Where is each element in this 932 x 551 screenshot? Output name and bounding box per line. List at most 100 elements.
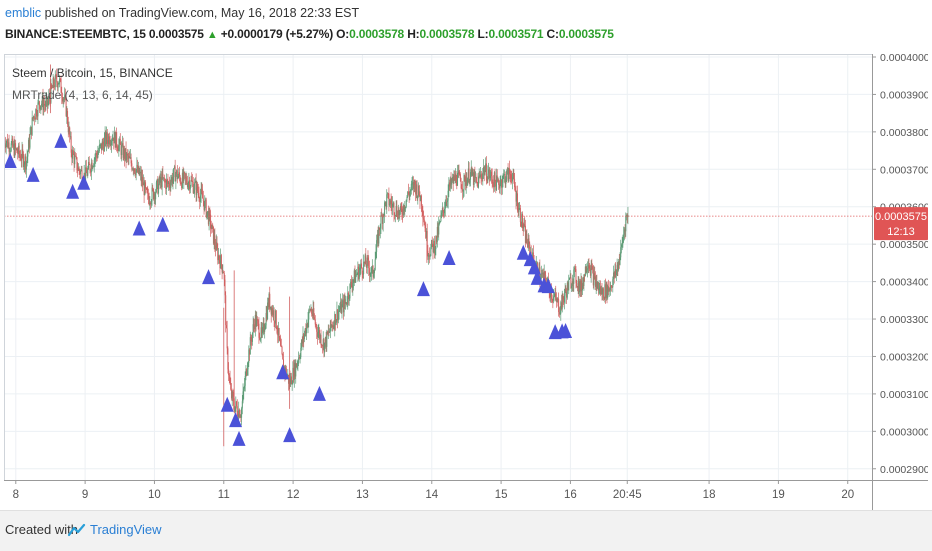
- candle-body: [100, 143, 102, 146]
- candle-body: [267, 302, 269, 308]
- candle-body: [41, 103, 43, 106]
- candle-body: [581, 283, 583, 291]
- candle-body: [373, 269, 375, 274]
- last-price-value: 0.0003575: [875, 211, 927, 223]
- candle-body: [93, 159, 95, 166]
- candle-body: [200, 188, 202, 196]
- candle-body: [521, 213, 523, 227]
- candle-body: [432, 243, 434, 253]
- candle-body: [217, 255, 219, 261]
- candle-body: [506, 171, 508, 180]
- candle-body: [140, 171, 142, 182]
- candle-body: [345, 302, 347, 305]
- candle-body: [515, 191, 517, 202]
- candle-body: [224, 279, 226, 296]
- candle-body: [510, 174, 512, 179]
- candle-body: [73, 154, 75, 165]
- candle-body: [520, 222, 522, 227]
- candle-body: [37, 102, 39, 117]
- candle-body: [596, 282, 598, 289]
- candle-body: [216, 242, 218, 249]
- candle-body: [219, 260, 221, 269]
- candle-body: [419, 195, 421, 202]
- candle-body: [594, 273, 596, 277]
- author-link[interactable]: emblic: [5, 6, 42, 20]
- y-tick-label: 0.0003100: [880, 389, 928, 401]
- candle-body: [230, 389, 232, 399]
- candle-body: [204, 200, 206, 210]
- candle-body: [420, 195, 422, 202]
- candle-body: [71, 152, 73, 159]
- candle-body: [622, 237, 624, 244]
- candle-body: [324, 342, 326, 353]
- candle-body: [195, 180, 197, 195]
- candle-body: [353, 270, 355, 280]
- candle-body: [249, 349, 251, 355]
- symbol-label: BINANCE:STEEMBTC, 15: [5, 27, 146, 41]
- candle-body: [405, 199, 407, 207]
- candle-body: [457, 171, 459, 173]
- candle-body: [63, 98, 65, 100]
- y-tick-label: 0.0003800: [880, 127, 928, 139]
- candle-body: [303, 333, 305, 340]
- candle-body: [557, 299, 559, 300]
- candle-body: [116, 146, 118, 150]
- candle-body: [394, 214, 396, 216]
- candle-body: [430, 247, 432, 256]
- candle-body: [276, 327, 278, 333]
- time-axis[interactable]: 8 9 10 11 12 13 14 15 16 20:45 18 19 20: [13, 480, 855, 501]
- candle-body: [592, 269, 594, 286]
- candle-body: [350, 281, 352, 286]
- candle-body: [619, 257, 621, 265]
- candle-body: [488, 169, 490, 179]
- tradingview-brand-link[interactable]: TradingView: [90, 522, 162, 537]
- candle-body: [59, 78, 61, 80]
- candle-body: [470, 172, 472, 180]
- candle-body: [387, 193, 389, 195]
- candle-body: [459, 174, 461, 176]
- candle-body: [365, 255, 367, 265]
- candle-body: [190, 179, 192, 187]
- candle-body: [526, 234, 528, 244]
- candle-body: [483, 167, 485, 173]
- candle-body: [363, 261, 365, 275]
- candle-body: [555, 297, 557, 302]
- candle-body: [503, 174, 505, 175]
- candle-body: [242, 391, 244, 402]
- candle-body: [64, 95, 66, 100]
- price-axis[interactable]: 0.0004000 0.0003900 0.0003800 0.0003700 0.00…: [872, 54, 928, 476]
- candle-body: [217, 248, 219, 261]
- candle-body: [610, 285, 612, 290]
- candle-body: [503, 174, 505, 176]
- price-chart[interactable]: 0.0004000 0.0003900 0.0003800 0.0003700 0.00…: [4, 54, 928, 510]
- candle-body: [621, 243, 623, 245]
- candle-body: [345, 302, 347, 304]
- candle-body: [410, 183, 412, 190]
- candle-body: [625, 216, 627, 232]
- candle-body: [7, 142, 9, 148]
- candle-body: [492, 182, 494, 184]
- candle-body: [392, 202, 394, 204]
- x-tick-label: 20: [841, 489, 854, 501]
- ohlc-line: BINANCE:STEEMBTC, 15 0.0003575 ▲ +0.0000…: [5, 27, 614, 41]
- candle-body: [356, 274, 358, 275]
- candle-body: [480, 174, 482, 177]
- candle-body: [312, 308, 314, 316]
- candle-body: [129, 156, 131, 159]
- candle-body: [108, 136, 110, 144]
- candle-body: [549, 293, 551, 298]
- candle-body: [433, 240, 435, 253]
- candle-body: [516, 193, 518, 202]
- candle-body: [148, 198, 150, 205]
- candle-body: [144, 182, 146, 196]
- candle-body: [469, 179, 471, 183]
- candle-body: [477, 176, 479, 188]
- last-price-label: 0.0003575 12:13: [874, 207, 928, 241]
- candle-body: [370, 273, 372, 274]
- candle-body: [519, 208, 521, 209]
- candle-body: [62, 98, 64, 102]
- candle-body: [40, 105, 42, 109]
- candle-body: [220, 255, 222, 265]
- indicator-label: MRTrade (4, 13, 6, 14, 45): [12, 88, 153, 102]
- candle-body: [317, 332, 319, 337]
